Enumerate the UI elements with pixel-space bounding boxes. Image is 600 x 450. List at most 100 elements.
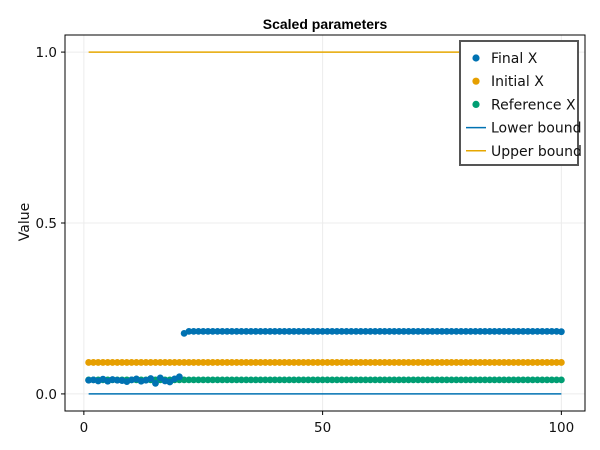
initial-x-point bbox=[90, 359, 97, 366]
final-x-point bbox=[519, 327, 527, 335]
legend-item-lower-bound: Lower bound bbox=[466, 121, 581, 137]
reference-x-point bbox=[524, 376, 532, 384]
initial-x-point bbox=[543, 359, 551, 366]
final-x-point bbox=[381, 327, 389, 335]
final-x-point bbox=[285, 327, 293, 335]
final-x-point bbox=[195, 327, 202, 335]
reference-x-point bbox=[505, 376, 513, 384]
initial-x-point bbox=[557, 359, 565, 366]
initial-x-point bbox=[156, 359, 164, 366]
reference-x-point bbox=[214, 376, 221, 384]
reference-x-point bbox=[462, 376, 470, 384]
final-x-point bbox=[467, 327, 475, 335]
reference-x-point bbox=[285, 376, 293, 384]
initial-x-point bbox=[123, 359, 131, 366]
reference-x-point bbox=[400, 376, 408, 384]
initial-x-point bbox=[266, 359, 274, 366]
reference-x-point bbox=[338, 376, 346, 384]
initial-x-point bbox=[204, 359, 212, 366]
initial-x-point bbox=[261, 359, 269, 366]
initial-x-point bbox=[281, 359, 288, 366]
initial-x-point bbox=[347, 359, 355, 366]
final-x-point bbox=[491, 327, 498, 335]
final-x-point bbox=[500, 327, 508, 335]
initial-x-point bbox=[476, 359, 484, 366]
final-x-point bbox=[366, 327, 374, 335]
legend-swatch bbox=[472, 100, 480, 108]
initial-x-point bbox=[99, 359, 107, 366]
final-x-point bbox=[534, 327, 541, 335]
final-x-point bbox=[175, 373, 183, 381]
final-x-point bbox=[457, 327, 465, 335]
final-x-point bbox=[529, 327, 537, 335]
reference-x-point bbox=[295, 376, 303, 384]
legend-swatch bbox=[472, 54, 480, 62]
initial-x-point bbox=[142, 359, 150, 366]
initial-x-point bbox=[371, 359, 379, 366]
final-x-point bbox=[304, 327, 312, 335]
initial-x-point bbox=[285, 359, 293, 366]
reference-x-point bbox=[281, 376, 288, 384]
initial-x-point bbox=[510, 359, 518, 366]
initial-x-point bbox=[414, 359, 422, 366]
legend-item-final-x: Final X bbox=[472, 51, 538, 67]
final-x-point bbox=[409, 327, 417, 335]
reference-x-point bbox=[438, 376, 446, 384]
final-x-point bbox=[443, 327, 451, 335]
initial-x-point bbox=[338, 359, 346, 366]
final-x-point bbox=[419, 327, 427, 335]
reference-x-point bbox=[238, 376, 245, 384]
final-x-point bbox=[548, 327, 556, 335]
reference-x-point bbox=[557, 376, 565, 384]
reference-x-point bbox=[543, 376, 551, 384]
final-x-point bbox=[357, 327, 365, 335]
reference-x-point bbox=[266, 376, 274, 384]
legend-swatch bbox=[472, 77, 480, 85]
initial-x-point bbox=[304, 359, 312, 366]
reference-x-point bbox=[534, 376, 541, 384]
final-x-point bbox=[472, 327, 479, 335]
x-tick-label: 0 bbox=[80, 420, 89, 436]
final-x-point bbox=[390, 327, 398, 335]
final-x-point bbox=[486, 327, 494, 335]
reference-x-point bbox=[486, 376, 494, 384]
initial-x-point bbox=[395, 359, 403, 366]
initial-x-point bbox=[500, 359, 508, 366]
final-x-point bbox=[314, 327, 322, 335]
initial-x-point bbox=[486, 359, 494, 366]
final-x-point bbox=[257, 327, 264, 335]
initial-x-point bbox=[481, 359, 489, 366]
reference-x-point bbox=[252, 376, 260, 384]
reference-x-point bbox=[347, 376, 355, 384]
legend-label: Initial X bbox=[491, 74, 544, 90]
final-x-point bbox=[309, 327, 317, 335]
reference-x-point bbox=[362, 376, 369, 384]
final-x-point bbox=[152, 379, 159, 387]
legend-label: Reference X bbox=[491, 97, 576, 113]
initial-x-point bbox=[314, 359, 322, 366]
final-x-point bbox=[261, 327, 269, 335]
initial-x-point bbox=[323, 359, 331, 366]
reference-x-point bbox=[242, 376, 250, 384]
legend-label: Final X bbox=[491, 51, 538, 67]
reference-x-point bbox=[271, 376, 279, 384]
initial-x-point bbox=[94, 359, 102, 366]
reference-x-point bbox=[323, 376, 331, 384]
final-x-point bbox=[543, 327, 551, 335]
series-layer bbox=[85, 51, 565, 395]
initial-x-point bbox=[419, 359, 427, 366]
final-x-point bbox=[190, 327, 198, 335]
reference-x-point bbox=[376, 376, 384, 384]
reference-x-point bbox=[472, 376, 479, 384]
initial-x-point bbox=[529, 359, 537, 366]
final-x-point bbox=[266, 327, 274, 335]
x-tick-label: 50 bbox=[314, 420, 331, 436]
final-x-point bbox=[438, 327, 446, 335]
reference-x-point bbox=[395, 376, 403, 384]
final-x-point bbox=[300, 327, 307, 335]
final-x-point bbox=[223, 327, 231, 335]
legend-item-upper-bound: Upper bound bbox=[466, 144, 582, 160]
final-x-point bbox=[319, 327, 327, 335]
final-x-point bbox=[481, 327, 489, 335]
